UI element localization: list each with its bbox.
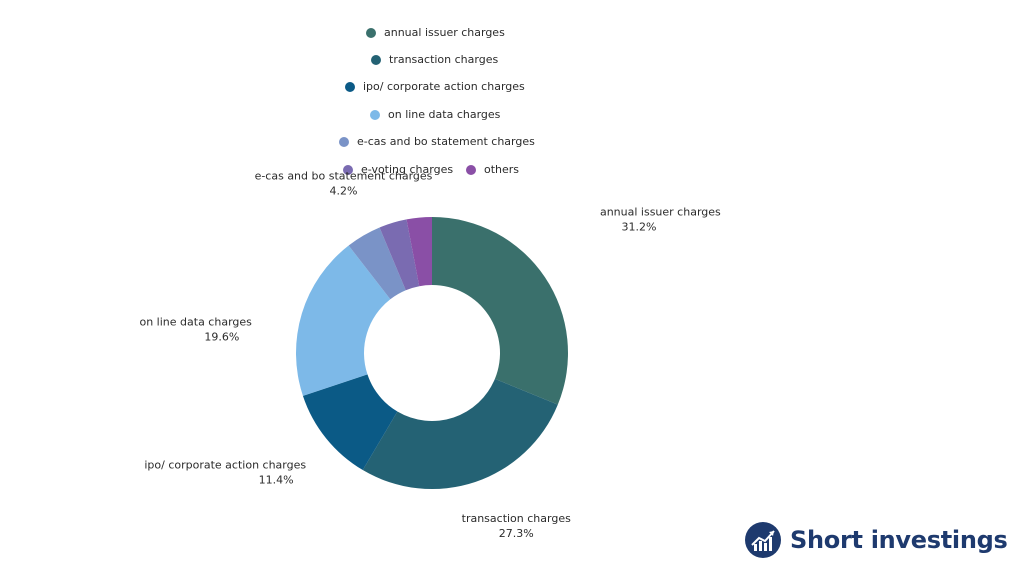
slice-label-name: ipo/ corporate action charges (144, 458, 306, 471)
slice-label-value: 31.2% (621, 220, 656, 233)
slice-label-value: 11.4% (259, 473, 294, 486)
brand-logo: Short investings (744, 521, 1008, 559)
slice-annual-issuer-charges (432, 217, 568, 405)
legend-label: others (484, 163, 520, 176)
slice-e-cas-and-bo-statement-charges (348, 227, 406, 300)
slice-label-name: annual issuer charges (600, 205, 721, 218)
legend-label: e-cas and bo statement charges (357, 135, 535, 148)
legend-item-transaction-charges: transaction charges (371, 53, 498, 66)
slice-label-name: on line data charges (139, 315, 252, 328)
legend-swatch (366, 27, 376, 38)
legend-label: e-voting charges (361, 163, 454, 176)
legend-item-on-line-data-charges: on line data charges (370, 108, 500, 121)
rising-chart-icon (745, 522, 781, 558)
slice-others (406, 217, 432, 287)
legend-swatch (466, 164, 476, 175)
legend-label: ipo/ corporate action charges (363, 80, 525, 93)
legend-item-e-voting-charges: e-voting charges (343, 163, 453, 176)
legend-label: transaction charges (389, 53, 499, 66)
legend-label: annual issuer charges (384, 26, 505, 39)
slice-label-value: 19.6% (204, 330, 239, 343)
slice-e-voting-charges (379, 219, 420, 291)
legend-item-others: others (466, 163, 519, 176)
slice-labels: annual issuer charges 31.2% transaction ch… (139, 170, 721, 540)
legend-label: on line data charges (388, 108, 501, 121)
slice-label-value: 27.3% (499, 527, 534, 540)
slice-ipo-corporate-action-charges (302, 374, 398, 471)
chart-legend: annual issuer charges transaction charge… (0, 0, 1024, 190)
legend-item-e-cas-and-bo-statement-charges: e-cas and bo statement charges (339, 135, 535, 148)
legend-swatch (345, 81, 355, 92)
slice-label-value: 4.2% (330, 185, 358, 198)
donut-slices (296, 217, 568, 489)
slice-label-name: e-cas and bo statement charges (255, 170, 433, 183)
slice-transaction-charges (362, 378, 558, 489)
slice-on-line-data-charges (296, 245, 391, 396)
brand-name: Short investings (790, 526, 1008, 554)
slice-label-name: transaction charges (462, 512, 571, 525)
legend-swatch (370, 109, 380, 120)
legend-item-ipo-corporate-action-charges: ipo/ corporate action charges (345, 80, 525, 93)
legend-swatch (339, 136, 349, 147)
legend-item-annual-issuer-charges: annual issuer charges (366, 26, 505, 39)
legend-swatch (371, 54, 381, 65)
legend-swatch (343, 164, 353, 175)
